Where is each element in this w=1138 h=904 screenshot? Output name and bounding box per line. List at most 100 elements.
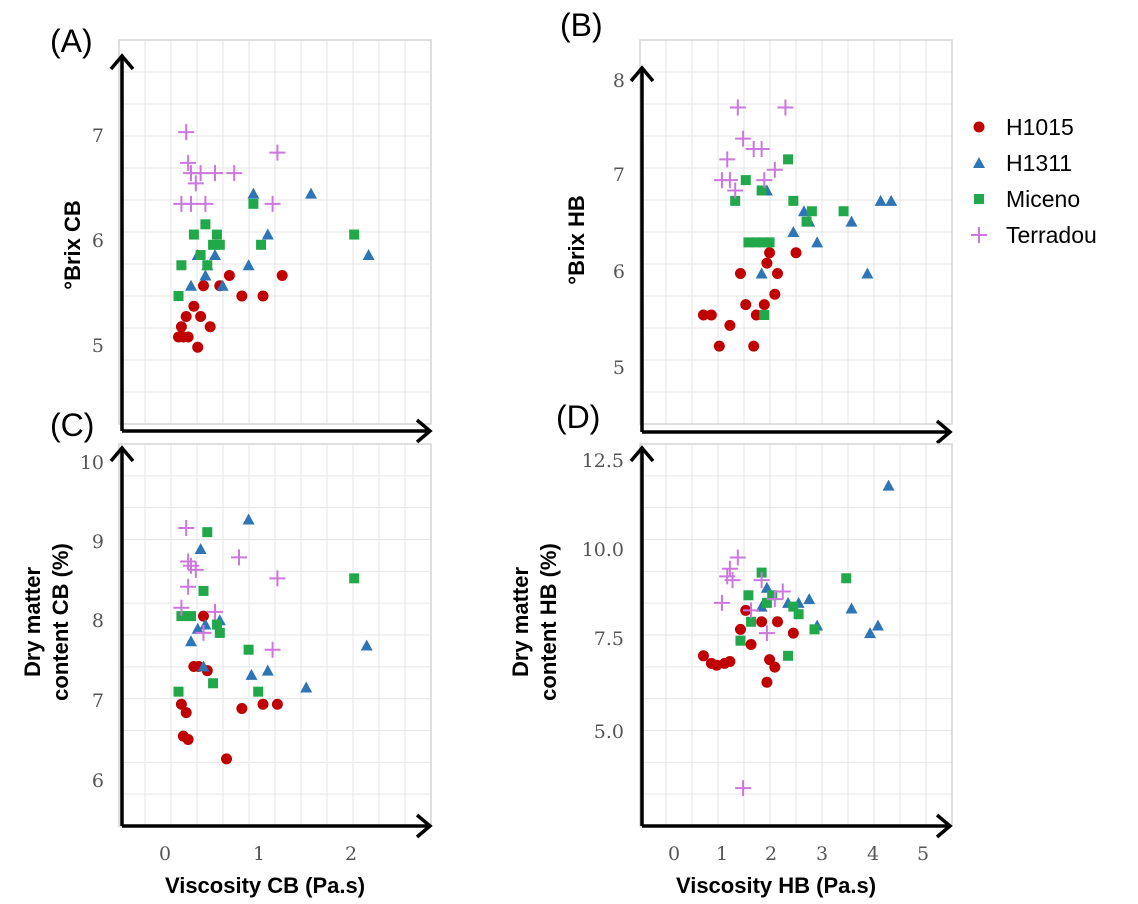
data-point xyxy=(221,753,233,765)
data-point xyxy=(243,644,254,655)
data-point xyxy=(362,249,375,261)
y-tick-label: 8 xyxy=(613,70,625,92)
legend-label: Terradou xyxy=(1006,222,1097,248)
y-tick-label: 6 xyxy=(613,261,625,283)
y-axis-arrowhead xyxy=(109,445,135,463)
data-point xyxy=(766,161,783,178)
series-terradou xyxy=(173,519,286,658)
data-point xyxy=(755,600,768,612)
panel-d-x-title: Viscosity HB (Pa.s) xyxy=(676,873,876,898)
data-point xyxy=(197,660,210,672)
panel-c-plot: 6 7 8 9 10 0 1 2 xyxy=(80,443,433,865)
data-point xyxy=(188,300,200,312)
panel-b-plot: 5 6 7 8 xyxy=(613,39,953,445)
data-point xyxy=(783,650,794,661)
panel-a-plot: 5 6 7 xyxy=(92,39,433,444)
data-point xyxy=(697,650,709,662)
data-point xyxy=(202,260,213,271)
data-point xyxy=(809,624,820,635)
data-point xyxy=(183,195,199,212)
data-point xyxy=(755,267,768,279)
data-point xyxy=(771,268,783,280)
data-point xyxy=(730,195,741,206)
series-terradou xyxy=(713,549,791,797)
axis-arrows xyxy=(629,445,953,839)
x-tick-label: 3 xyxy=(816,843,828,865)
data-point xyxy=(753,140,770,157)
series-miceno xyxy=(735,567,852,661)
panel-d-label: (D) xyxy=(556,399,600,435)
y-tick-label: 7 xyxy=(92,690,104,712)
data-point xyxy=(724,319,736,331)
data-point xyxy=(178,519,195,536)
data-point xyxy=(864,627,877,639)
data-point xyxy=(257,698,269,710)
data-point xyxy=(180,310,192,322)
data-point xyxy=(261,228,274,240)
data-point xyxy=(729,549,746,566)
data-point xyxy=(264,641,281,658)
data-point xyxy=(764,237,775,248)
data-point xyxy=(838,206,849,217)
data-point xyxy=(197,195,214,212)
data-point xyxy=(767,590,778,601)
data-point xyxy=(197,280,209,292)
data-point xyxy=(793,609,804,620)
data-point xyxy=(811,236,824,248)
data-point xyxy=(261,664,274,676)
y-tick-label: 5.0 xyxy=(594,721,624,743)
data-point xyxy=(176,260,187,271)
data-point xyxy=(173,599,190,616)
data-point xyxy=(194,542,207,554)
data-point xyxy=(231,549,247,566)
plot-frame xyxy=(639,39,953,425)
data-point xyxy=(199,618,212,630)
legend-label: H1311 xyxy=(1006,150,1072,176)
data-point xyxy=(236,290,248,302)
data-point xyxy=(192,165,209,182)
data-point xyxy=(226,165,243,182)
data-point xyxy=(764,247,776,259)
data-point xyxy=(223,270,235,282)
data-point xyxy=(197,610,209,622)
data-point xyxy=(790,247,802,259)
panel-a-y-title: °Brix CB xyxy=(60,200,85,289)
y-tick-label: 5 xyxy=(92,335,104,357)
data-point xyxy=(204,321,216,333)
data-point xyxy=(845,602,858,614)
data-point xyxy=(216,279,229,291)
data-point xyxy=(735,635,746,646)
data-point xyxy=(211,619,222,630)
data-point xyxy=(734,623,746,635)
data-point xyxy=(801,216,812,227)
data-point xyxy=(743,237,754,248)
data-point xyxy=(176,611,187,622)
data-point xyxy=(242,513,255,525)
data-point xyxy=(276,270,288,282)
panel-c-y-title-line2: content CB (%) xyxy=(48,543,73,701)
data-point xyxy=(245,668,258,680)
plot-frame xyxy=(118,39,432,425)
data-point xyxy=(191,622,204,634)
data-point xyxy=(200,219,211,230)
data-point xyxy=(713,594,730,611)
panel-b-y-title: °Brix HB xyxy=(564,195,589,284)
data-point xyxy=(756,616,768,628)
legend-marker xyxy=(971,227,987,243)
data-point xyxy=(774,583,791,600)
panel-b: (B) 5 6 7 8 °Brix HB xyxy=(560,7,953,445)
data-point xyxy=(271,698,283,710)
panel-d-plot: 5.0 7.5 10.0 12.5 0 1 2 3 4 5 xyxy=(582,443,953,865)
data-point xyxy=(841,573,852,584)
data-point xyxy=(761,676,773,688)
data-point xyxy=(269,144,286,161)
y-tick-label: 12.5 xyxy=(582,450,624,472)
legend-item-h1015: H1015 xyxy=(973,114,1074,140)
data-point xyxy=(214,627,225,638)
data-point xyxy=(748,340,760,352)
plot-background xyxy=(118,443,432,827)
legend-marker xyxy=(973,157,985,168)
data-point xyxy=(192,341,204,353)
data-point xyxy=(761,597,772,608)
data-point xyxy=(751,237,762,248)
